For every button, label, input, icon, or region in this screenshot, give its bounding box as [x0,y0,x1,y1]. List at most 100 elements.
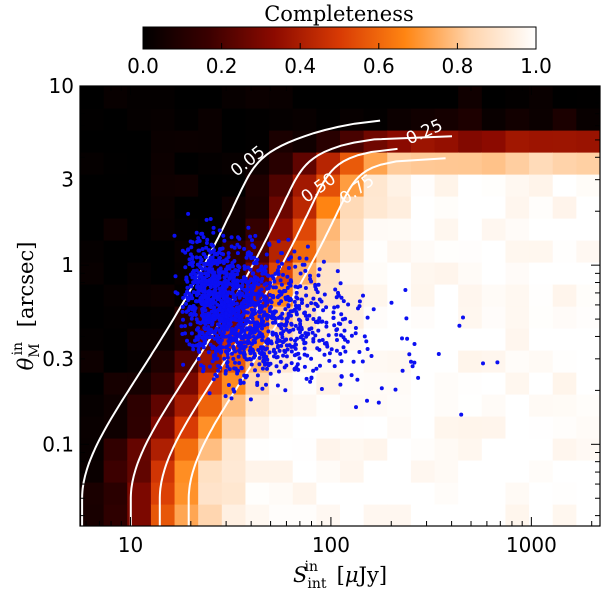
data-point [247,250,251,255]
heatmap-cell [340,328,365,351]
data-point [194,299,199,304]
data-point [393,387,398,392]
data-point [270,331,275,336]
heatmap-cell [410,460,436,483]
data-point [280,311,285,316]
heatmap-cell [316,174,341,197]
heatmap-cell [552,460,577,483]
heatmap-cell [292,130,317,153]
data-point [258,309,263,314]
data-point [196,326,200,331]
data-point [362,334,367,339]
data-point [260,366,265,371]
heatmap-cell [292,108,317,131]
data-point [191,304,196,309]
heatmap-cell [269,504,294,526]
data-point [338,281,343,286]
heatmap-cell [363,372,388,395]
heatmap-cell [363,416,388,439]
heatmap-cell [505,328,530,351]
colorbar-title: Completeness [264,2,414,26]
data-point [309,356,314,361]
heatmap-cell [340,196,365,219]
data-point [215,322,220,327]
data-point [318,363,322,368]
heatmap-cell [221,416,247,439]
data-point [192,311,197,316]
data-point [201,307,206,312]
heatmap-cell [174,438,199,461]
data-point [309,301,314,306]
data-point [305,303,310,308]
data-point [371,307,376,312]
data-point [217,290,222,295]
data-point [351,359,356,364]
heatmap-cell [363,328,388,351]
data-point [257,356,262,360]
data-point [277,369,281,374]
data-point [231,300,236,304]
data-point [207,391,212,396]
heatmap-cell [150,328,176,351]
data-point [303,268,308,273]
data-point [197,333,202,338]
heatmap-cell [127,416,152,439]
data-point [259,287,264,292]
data-point [256,333,261,338]
heatmap-cell [292,86,317,109]
heatmap-cell [529,372,554,395]
data-point [262,351,267,356]
heatmap-cell [387,350,412,373]
heatmap-cell [552,196,577,219]
data-point [175,291,180,296]
heatmap-cell [458,306,483,329]
heatmap-cell [150,196,176,219]
heatmap-cell [150,152,176,175]
heatmap-cell [363,394,388,417]
data-point [229,396,234,401]
heatmap-cell [127,306,152,329]
data-point [295,285,300,290]
data-point [237,295,242,300]
heatmap-cell [292,416,317,439]
heatmap-cell [576,504,600,526]
data-point [305,353,310,358]
data-point [199,343,204,348]
heatmap-cell [410,284,436,307]
heatmap-cell [552,130,577,153]
heatmap-cell [127,218,152,241]
heatmap-cell [80,240,105,263]
data-point [461,315,465,320]
data-point [261,359,266,364]
heatmap-cell [127,372,152,395]
heatmap-cell [481,482,507,505]
data-point [183,292,188,297]
data-point [238,378,243,383]
data-point [202,287,207,292]
data-point [306,331,310,336]
data-point [187,342,192,347]
data-point [196,280,201,284]
data-point [252,330,257,335]
data-point [333,287,338,292]
heatmap-cell [458,262,483,285]
data-point [298,271,303,276]
data-point [231,356,236,361]
data-point [211,230,216,235]
data-point [188,239,193,244]
heatmap-cells [80,86,600,526]
data-point [412,342,417,346]
contour-line [81,119,381,526]
heatmap-cell [245,174,270,197]
heatmap-cell [198,130,223,153]
data-point [304,376,309,381]
heatmap-cell [529,482,554,505]
data-point [246,225,251,230]
data-point [252,245,257,250]
data-point [222,279,227,284]
heatmap-cell [576,394,600,417]
data-point [212,336,217,341]
heatmap-cell [292,460,317,483]
colorbar-gradient [142,26,537,50]
data-point [200,331,205,336]
